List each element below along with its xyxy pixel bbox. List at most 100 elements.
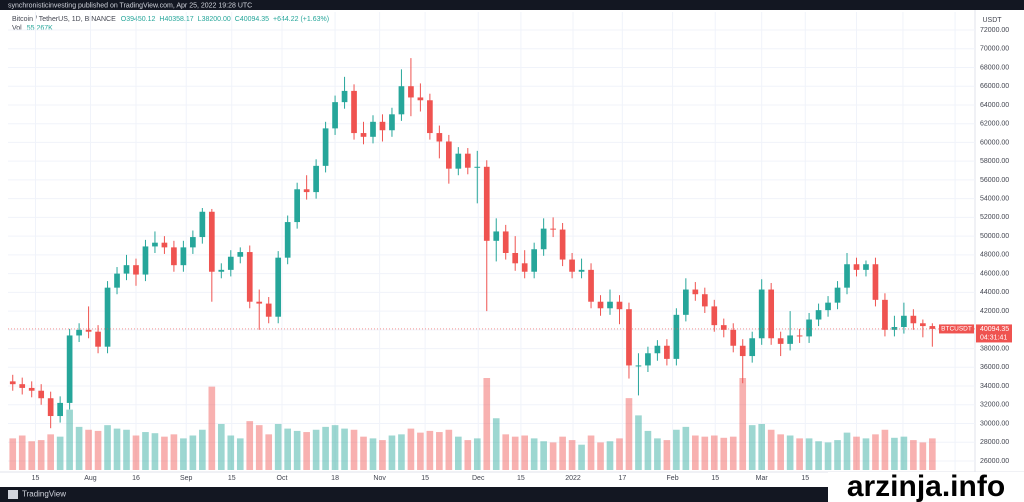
y-tick-label: 64000.00 xyxy=(980,102,1009,109)
volume-bar xyxy=(625,398,633,470)
volume-bar xyxy=(66,409,73,470)
candle-body xyxy=(730,329,737,346)
candle-body xyxy=(427,100,433,134)
volume-bar xyxy=(322,426,329,470)
volume-bar xyxy=(407,428,415,470)
candle-body xyxy=(265,303,272,317)
y-tick-label: 72000.00 xyxy=(980,27,1009,34)
candle-body xyxy=(531,249,538,272)
volume-bar xyxy=(151,433,159,470)
candle-body xyxy=(654,345,661,354)
volume-bar xyxy=(919,442,927,470)
candle-body xyxy=(626,309,632,366)
volume-bar xyxy=(511,436,519,470)
candle-body xyxy=(777,338,784,344)
candle-body xyxy=(417,97,424,101)
volume-bar xyxy=(881,429,889,470)
candle-body xyxy=(161,242,168,248)
candle-body xyxy=(502,231,509,253)
candle-body xyxy=(493,231,500,241)
volume-bar xyxy=(824,442,832,470)
y-tick-label: 44000.00 xyxy=(980,289,1009,296)
volume-bar xyxy=(502,434,510,470)
volume-bar xyxy=(692,435,699,470)
x-tick-label: Nov xyxy=(373,475,386,482)
volume-bar xyxy=(635,415,642,470)
volume-bar xyxy=(710,435,718,470)
candle-body xyxy=(445,141,452,169)
candle-body xyxy=(237,252,244,257)
x-tick-label: 15 xyxy=(32,475,40,482)
volume-bar xyxy=(255,425,263,470)
x-tick-label: Oct xyxy=(277,475,288,482)
candle-body xyxy=(749,338,756,357)
symbol-tag xyxy=(939,324,974,334)
volume-bar xyxy=(123,429,130,470)
volume-bar xyxy=(815,441,822,470)
candle-body xyxy=(559,229,566,260)
volume-bar xyxy=(853,436,860,470)
volume-bar xyxy=(388,435,396,470)
y-tick-label: 54000.00 xyxy=(980,195,1009,202)
candle-body xyxy=(825,302,831,311)
volume-bar xyxy=(549,442,557,470)
candle-body xyxy=(66,335,73,403)
legend-value: O39450.12 xyxy=(121,16,156,23)
candle-body xyxy=(834,287,841,303)
volume-bar xyxy=(217,424,225,470)
volume-bar xyxy=(834,440,841,470)
volume-bar xyxy=(37,440,45,470)
x-tick-label: 18 xyxy=(331,475,339,482)
candle-body xyxy=(379,121,386,131)
volume-bar xyxy=(578,444,585,470)
y-tick-label: 28000.00 xyxy=(980,439,1009,446)
candle-body xyxy=(844,264,850,288)
y-tick-label: 42000.00 xyxy=(980,308,1009,315)
x-tick-label: 2022 xyxy=(565,475,581,482)
candle-body xyxy=(645,353,651,366)
volume-bar xyxy=(758,424,766,470)
volume-bar xyxy=(587,435,595,470)
y-tick-label: 50000.00 xyxy=(980,233,1009,240)
candle-body xyxy=(464,153,471,168)
candle-body xyxy=(57,402,63,417)
y-tick-label: 66000.00 xyxy=(980,83,1009,90)
candle-body xyxy=(389,114,395,131)
candle-body xyxy=(142,246,149,275)
candle-body xyxy=(872,264,879,300)
candle-body xyxy=(218,269,225,272)
candle-body xyxy=(692,289,699,295)
volume-bar xyxy=(729,436,737,470)
volume-bar xyxy=(483,378,491,470)
candle-body xyxy=(398,86,405,115)
volume-bar xyxy=(767,429,775,470)
candle-body xyxy=(199,211,206,238)
volume-bar xyxy=(473,438,481,470)
candle-body xyxy=(768,289,775,339)
candle-body xyxy=(19,384,26,388)
candle-body xyxy=(294,189,300,223)
candle-body xyxy=(569,259,575,272)
candle-body xyxy=(208,211,215,272)
legend-value: +644.22 (+1.63%) xyxy=(273,16,329,23)
volume-bar xyxy=(303,432,310,470)
volume-bar xyxy=(417,432,424,470)
volume-bar xyxy=(900,436,908,470)
volume-bar xyxy=(293,430,301,470)
y-tick-label: 70000.00 xyxy=(980,46,1009,53)
candle-body xyxy=(47,398,54,417)
candle-body xyxy=(550,228,556,230)
countdown-label: 04:31:41 xyxy=(980,334,1007,341)
candle-body xyxy=(76,329,82,336)
volume-bar xyxy=(597,442,604,470)
volume-bar xyxy=(464,440,472,470)
volume-bar xyxy=(891,437,898,470)
volume-bar xyxy=(682,426,690,470)
top-bar xyxy=(0,0,1024,10)
publish-note: synchronisticinvesting published on Trad… xyxy=(8,2,252,9)
candle-body xyxy=(114,273,120,288)
volume-bar xyxy=(521,435,528,470)
volume-bar xyxy=(739,378,747,470)
x-tick-label: 15 xyxy=(228,475,236,482)
candle-body xyxy=(332,102,338,129)
